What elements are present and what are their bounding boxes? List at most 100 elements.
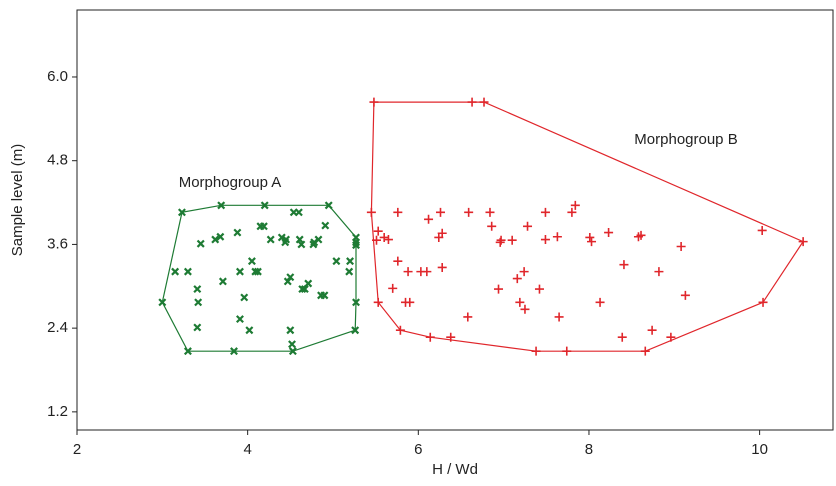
point <box>487 221 497 231</box>
point <box>464 207 474 217</box>
point <box>288 340 297 349</box>
y-tick-label: 3.6 <box>47 235 68 252</box>
point <box>351 326 360 335</box>
point <box>183 267 192 276</box>
point <box>253 267 262 276</box>
point <box>297 240 306 249</box>
point <box>373 297 383 307</box>
point <box>676 242 686 252</box>
point <box>567 207 577 217</box>
point <box>345 267 354 276</box>
point <box>403 267 413 277</box>
point <box>217 201 226 210</box>
point <box>422 267 432 277</box>
point <box>247 257 256 266</box>
point <box>507 235 517 245</box>
point <box>304 279 313 288</box>
point <box>531 346 541 356</box>
x-tick-label: 8 <box>585 441 593 458</box>
point <box>554 312 564 322</box>
point <box>520 304 530 314</box>
point <box>585 232 595 242</box>
point <box>393 207 403 217</box>
x-tick-label: 4 <box>243 441 251 458</box>
point <box>405 297 415 307</box>
point <box>512 274 522 284</box>
point <box>317 291 326 300</box>
point <box>251 267 260 276</box>
point <box>233 228 242 237</box>
point <box>647 325 657 335</box>
point <box>277 233 286 242</box>
point <box>435 207 445 217</box>
point <box>552 232 562 242</box>
x-tick-label: 10 <box>751 441 768 458</box>
point <box>485 207 495 217</box>
point <box>230 347 238 356</box>
point <box>388 283 398 293</box>
point <box>467 97 477 107</box>
point <box>216 232 225 241</box>
point <box>369 97 379 107</box>
x-tick-label: 2 <box>73 441 81 458</box>
point <box>373 226 383 236</box>
point <box>437 262 447 272</box>
point <box>235 267 244 276</box>
point <box>523 221 533 231</box>
point <box>534 284 544 294</box>
point <box>294 208 303 217</box>
x-tick-label: 6 <box>414 441 422 458</box>
point <box>196 239 205 248</box>
point <box>194 298 203 307</box>
point <box>395 325 405 335</box>
point <box>158 298 167 307</box>
point <box>332 257 341 266</box>
point <box>346 257 355 266</box>
point <box>286 326 295 335</box>
point <box>680 290 690 300</box>
point <box>496 235 506 245</box>
point <box>286 273 295 282</box>
point <box>352 298 360 307</box>
point <box>295 235 304 244</box>
point <box>218 277 227 286</box>
y-tick-label: 1.2 <box>47 403 68 420</box>
point <box>479 97 489 107</box>
point <box>383 235 393 245</box>
point <box>300 285 309 294</box>
y-axis-label: Sample level (m) <box>9 144 26 257</box>
group-label: Morphogroup A <box>179 174 282 191</box>
point <box>424 214 434 224</box>
point <box>283 277 292 286</box>
y-tick-label: 6.0 <box>47 68 68 85</box>
point <box>171 267 180 276</box>
point <box>352 241 360 250</box>
point <box>193 323 202 332</box>
point <box>177 208 186 217</box>
point <box>379 232 389 242</box>
point <box>654 267 664 277</box>
point <box>366 207 376 217</box>
point <box>235 315 244 324</box>
point <box>260 201 269 210</box>
point <box>183 347 192 356</box>
point <box>256 222 265 231</box>
y-tick-label: 2.4 <box>47 319 68 336</box>
point <box>425 332 435 342</box>
point <box>282 235 291 244</box>
point <box>604 228 614 238</box>
point <box>298 285 307 294</box>
hull-outline <box>161 204 357 352</box>
point <box>495 237 505 247</box>
y-tick-label: 4.8 <box>47 152 68 169</box>
point <box>446 332 456 342</box>
point <box>540 235 550 245</box>
point <box>619 260 629 270</box>
point <box>266 235 275 244</box>
point <box>463 312 473 322</box>
point <box>570 200 580 210</box>
point <box>562 346 572 356</box>
point <box>393 256 403 266</box>
point <box>757 225 767 235</box>
